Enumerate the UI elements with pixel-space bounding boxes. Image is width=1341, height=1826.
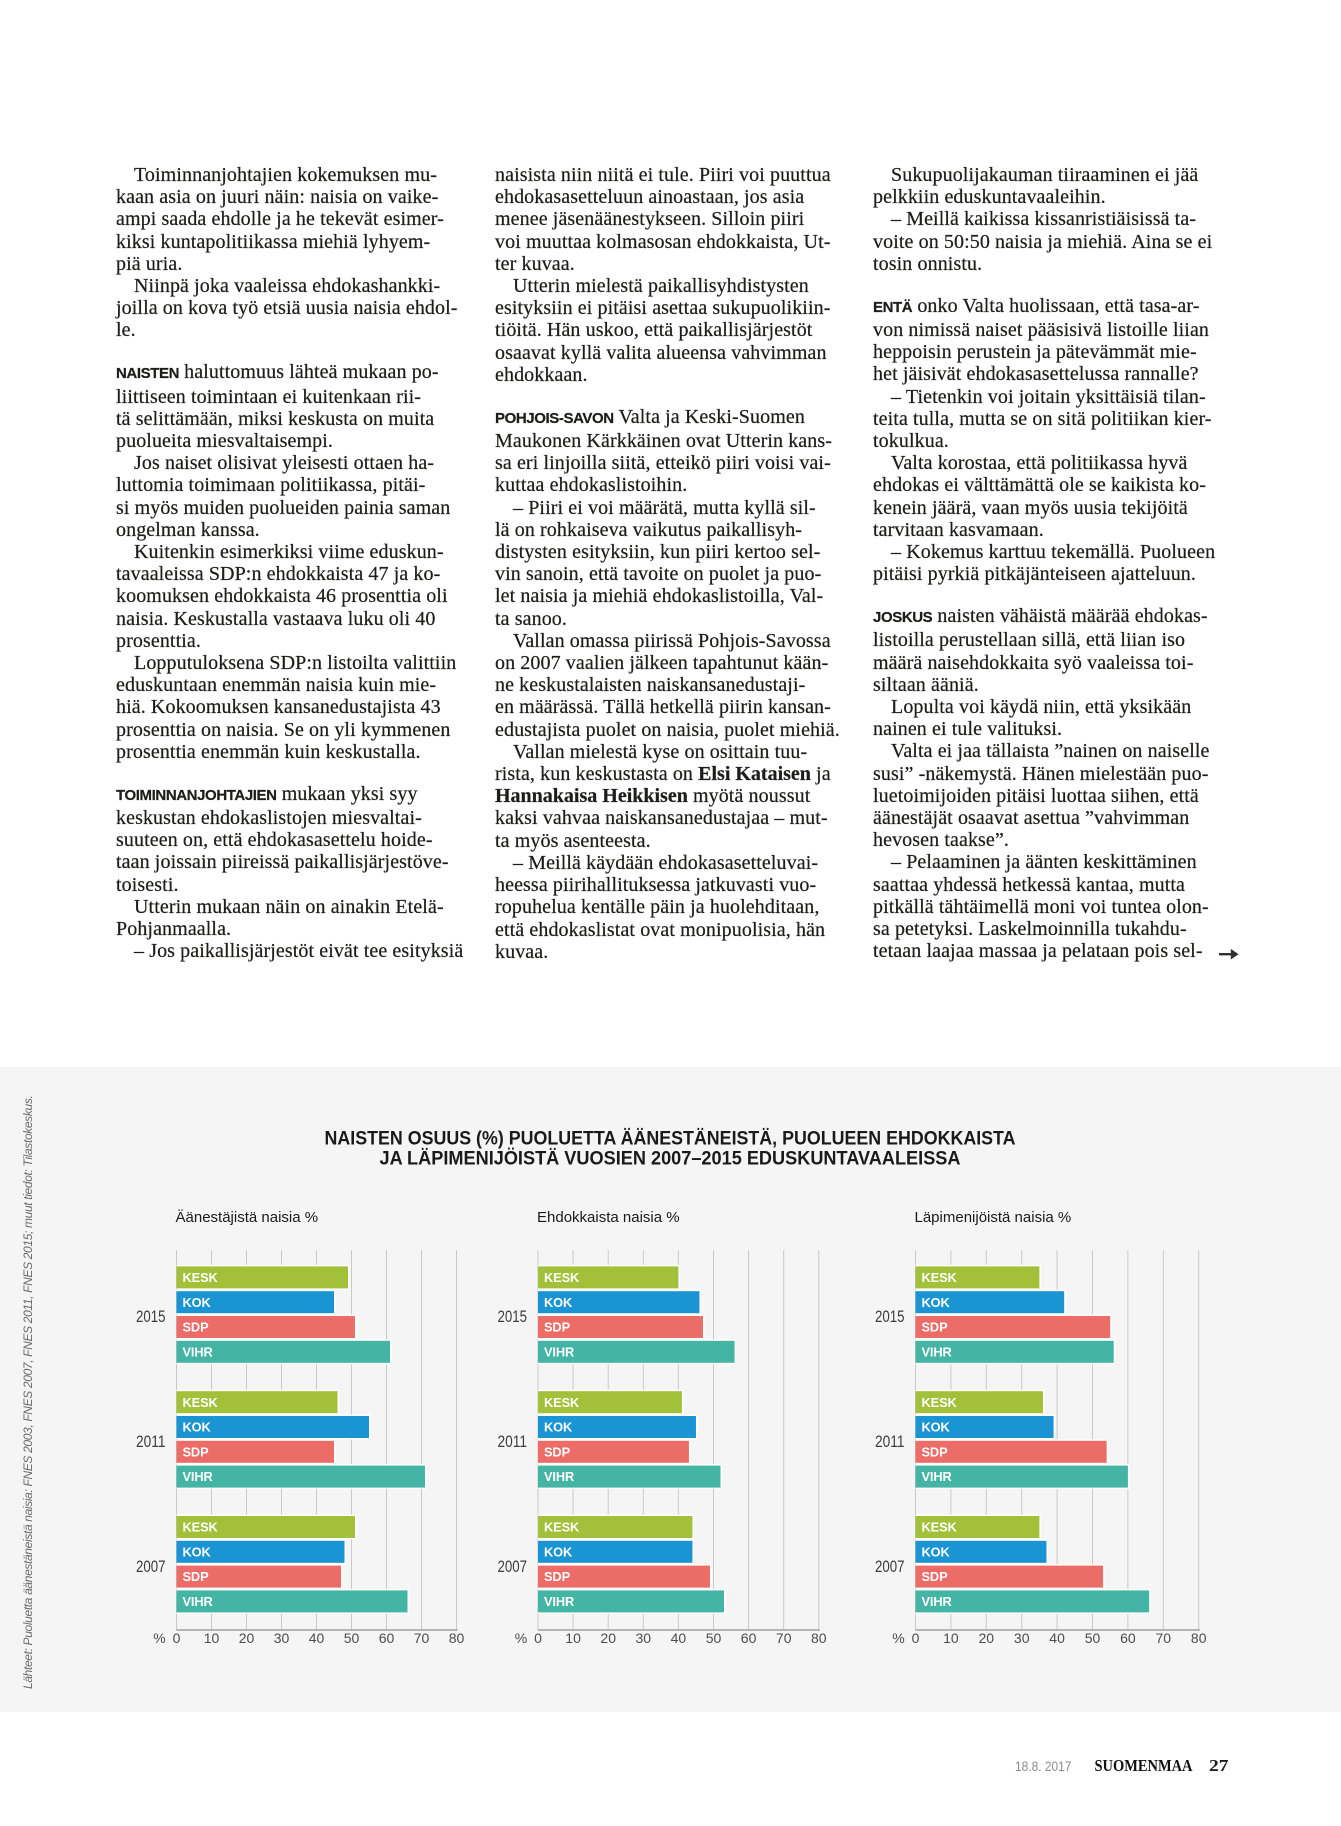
svg-text:Ehdokkaista naisia %: Ehdokkaista naisia % xyxy=(537,1209,680,1226)
svg-text:KESK: KESK xyxy=(922,1520,958,1535)
svg-text:0: 0 xyxy=(173,1630,181,1646)
svg-text:70: 70 xyxy=(414,1630,430,1646)
svg-text:KOK: KOK xyxy=(544,1544,573,1559)
svg-text:30: 30 xyxy=(274,1630,290,1646)
svg-text:SDP: SDP xyxy=(544,1569,571,1584)
svg-text:%: % xyxy=(515,1630,527,1646)
svg-text:KESK: KESK xyxy=(544,1520,580,1535)
svg-text:VIHR: VIHR xyxy=(922,1594,952,1609)
svg-text:70: 70 xyxy=(1156,1630,1172,1646)
svg-text:KESK: KESK xyxy=(922,1395,958,1410)
svg-text:50: 50 xyxy=(1085,1630,1101,1646)
svg-text:SDP: SDP xyxy=(183,1444,210,1459)
svg-text:50: 50 xyxy=(344,1630,360,1646)
svg-text:18.8. 2017: 18.8. 2017 xyxy=(1015,1759,1071,1774)
svg-text:SDP: SDP xyxy=(544,1320,571,1335)
svg-text:VIHR: VIHR xyxy=(183,1594,213,1609)
svg-text:0: 0 xyxy=(534,1630,542,1646)
svg-text:40: 40 xyxy=(309,1630,325,1646)
svg-text:KESK: KESK xyxy=(183,1395,219,1410)
svg-text:70: 70 xyxy=(776,1630,792,1646)
svg-text:60: 60 xyxy=(1120,1630,1136,1646)
svg-text:10: 10 xyxy=(204,1630,220,1646)
svg-text:VIHR: VIHR xyxy=(183,1469,213,1484)
svg-text:SDP: SDP xyxy=(544,1444,571,1459)
svg-text:2011: 2011 xyxy=(498,1433,528,1451)
svg-text:Läpimenijöistä naisia %: Läpimenijöistä naisia % xyxy=(915,1209,1072,1226)
svg-text:80: 80 xyxy=(1191,1630,1207,1646)
svg-text:%: % xyxy=(153,1630,165,1646)
svg-text:SDP: SDP xyxy=(922,1569,949,1584)
svg-text:KOK: KOK xyxy=(922,1544,951,1559)
svg-text:SDP: SDP xyxy=(183,1569,210,1584)
svg-text:KOK: KOK xyxy=(183,1420,212,1435)
svg-text:2007: 2007 xyxy=(136,1558,166,1576)
svg-text:SUOMENMAA: SUOMENMAA xyxy=(1095,1756,1193,1775)
svg-text:SDP: SDP xyxy=(183,1320,210,1335)
svg-text:40: 40 xyxy=(1049,1630,1065,1646)
svg-text:%: % xyxy=(892,1630,904,1646)
svg-text:VIHR: VIHR xyxy=(922,1469,952,1484)
svg-text:2007: 2007 xyxy=(875,1558,905,1576)
svg-text:80: 80 xyxy=(449,1630,465,1646)
svg-text:JA LÄPIMENIJÖISTÄ VUOSIEN 2007: JA LÄPIMENIJÖISTÄ VUOSIEN 2007–2015 EDUS… xyxy=(380,1147,961,1170)
svg-text:20: 20 xyxy=(979,1630,995,1646)
svg-text:SDP: SDP xyxy=(922,1444,949,1459)
svg-text:VIHR: VIHR xyxy=(922,1344,952,1359)
svg-text:60: 60 xyxy=(741,1630,757,1646)
svg-text:2011: 2011 xyxy=(136,1433,166,1451)
svg-text:KOK: KOK xyxy=(183,1544,212,1559)
svg-text:KOK: KOK xyxy=(922,1420,951,1435)
svg-text:VIHR: VIHR xyxy=(544,1469,574,1484)
svg-text:80: 80 xyxy=(811,1630,827,1646)
svg-text:50: 50 xyxy=(706,1630,722,1646)
svg-text:20: 20 xyxy=(600,1630,616,1646)
svg-text:Äänestäjistä naisia %: Äänestäjistä naisia % xyxy=(176,1209,319,1226)
svg-text:KOK: KOK xyxy=(922,1295,951,1310)
svg-text:60: 60 xyxy=(379,1630,395,1646)
svg-text:NAISTEN OSUUS (%) PUOLUETTA ÄÄ: NAISTEN OSUUS (%) PUOLUETTA ÄÄNESTÄNEIST… xyxy=(325,1127,1016,1150)
svg-text:2015: 2015 xyxy=(136,1308,166,1326)
svg-text:2011: 2011 xyxy=(875,1433,905,1451)
svg-text:2015: 2015 xyxy=(498,1308,528,1326)
svg-text:KESK: KESK xyxy=(183,1520,219,1535)
svg-text:KESK: KESK xyxy=(922,1270,958,1285)
svg-text:2015: 2015 xyxy=(875,1308,905,1326)
svg-text:VIHR: VIHR xyxy=(544,1594,574,1609)
svg-text:KOK: KOK xyxy=(183,1295,212,1310)
svg-text:KOK: KOK xyxy=(544,1420,573,1435)
svg-text:2007: 2007 xyxy=(498,1558,528,1576)
svg-text:KESK: KESK xyxy=(544,1395,580,1410)
svg-text:10: 10 xyxy=(943,1630,959,1646)
svg-text:20: 20 xyxy=(239,1630,255,1646)
svg-text:0: 0 xyxy=(912,1630,920,1646)
svg-text:KESK: KESK xyxy=(183,1270,219,1285)
svg-text:30: 30 xyxy=(636,1630,652,1646)
svg-text:Lähteet: Puoluetta äänestäneis: Lähteet: Puoluetta äänestäneistä naisia:… xyxy=(21,1096,35,1690)
svg-text:10: 10 xyxy=(565,1630,581,1646)
svg-text:VIHR: VIHR xyxy=(544,1344,574,1359)
svg-text:SDP: SDP xyxy=(922,1320,949,1335)
svg-text:KOK: KOK xyxy=(544,1295,573,1310)
svg-text:27: 27 xyxy=(1209,1756,1229,1775)
svg-text:30: 30 xyxy=(1014,1630,1030,1646)
svg-text:VIHR: VIHR xyxy=(183,1344,213,1359)
svg-text:40: 40 xyxy=(671,1630,687,1646)
svg-text:KESK: KESK xyxy=(544,1270,580,1285)
